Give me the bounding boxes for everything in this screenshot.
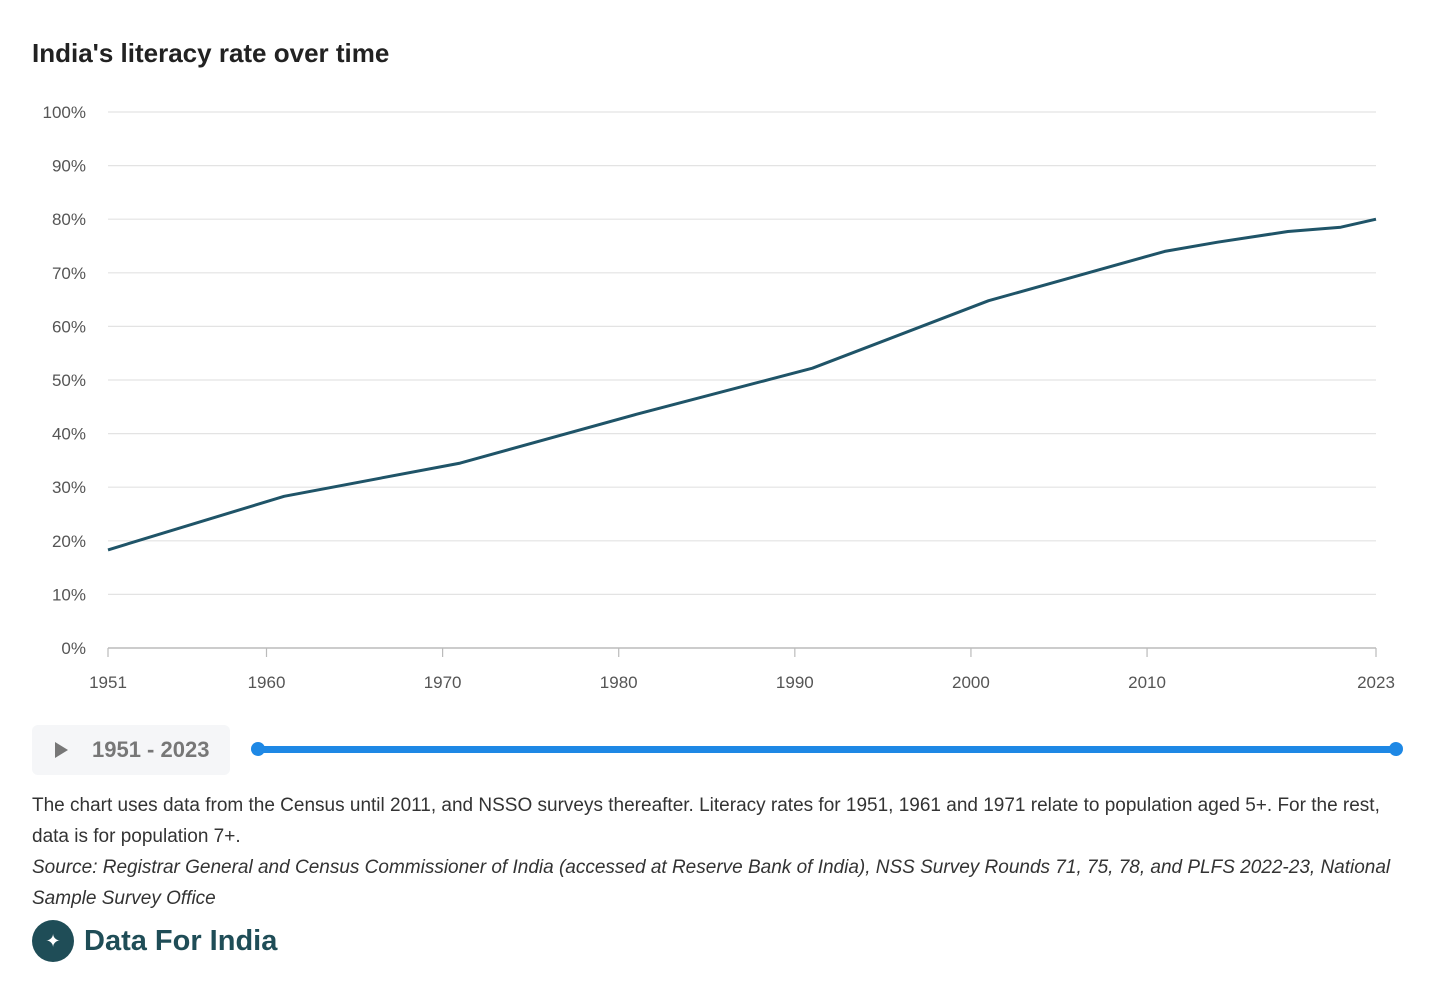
y-tick-label: 10% (52, 585, 86, 604)
x-tick-label: 1990 (776, 673, 814, 692)
y-tick-label: 60% (52, 317, 86, 336)
brand-name: Data For India (84, 924, 278, 957)
chart-note: The chart uses data from the Census unti… (32, 795, 1380, 847)
y-tick-label: 40% (52, 425, 86, 444)
y-tick-label: 30% (52, 478, 86, 497)
range-slider-end-handle[interactable] (1389, 742, 1403, 756)
y-tick-label: 90% (52, 157, 86, 176)
x-tick-label: 2023 (1357, 673, 1395, 692)
x-tick-label: 1970 (424, 673, 462, 692)
x-tick-label: 1960 (248, 673, 286, 692)
brand[interactable]: ✦ Data For India (32, 920, 277, 962)
x-tick-label: 1980 (600, 673, 638, 692)
y-tick-label: 70% (52, 264, 86, 283)
y-tick-label: 20% (52, 532, 86, 551)
y-tick-label: 80% (52, 210, 86, 229)
series-line (107, 217, 1377, 552)
range-label: 1951 - 2023 (92, 737, 210, 762)
play-icon (55, 742, 68, 758)
x-tick-label: 1951 (89, 673, 127, 692)
x-tick-label: 2010 (1128, 673, 1166, 692)
y-tick-label: 100% (43, 103, 86, 122)
india-map-logo-icon: ✦ (32, 920, 74, 962)
x-tick-label: 2000 (952, 673, 990, 692)
play-button[interactable]: 1951 - 2023 (32, 725, 230, 775)
y-tick-label: 50% (52, 371, 86, 390)
range-slider-start-handle[interactable] (251, 742, 265, 756)
range-slider-track[interactable] (258, 746, 1396, 753)
y-tick-label: 0% (61, 639, 86, 658)
chart-source: Source: Registrar General and Census Com… (32, 857, 1391, 909)
line-chart: 0% 10% 20% 30% 40% 50% 60% 70% 80% 90% 100% 1951 196… (43, 103, 1395, 692)
chart-title: India's literacy rate over time (32, 38, 390, 68)
